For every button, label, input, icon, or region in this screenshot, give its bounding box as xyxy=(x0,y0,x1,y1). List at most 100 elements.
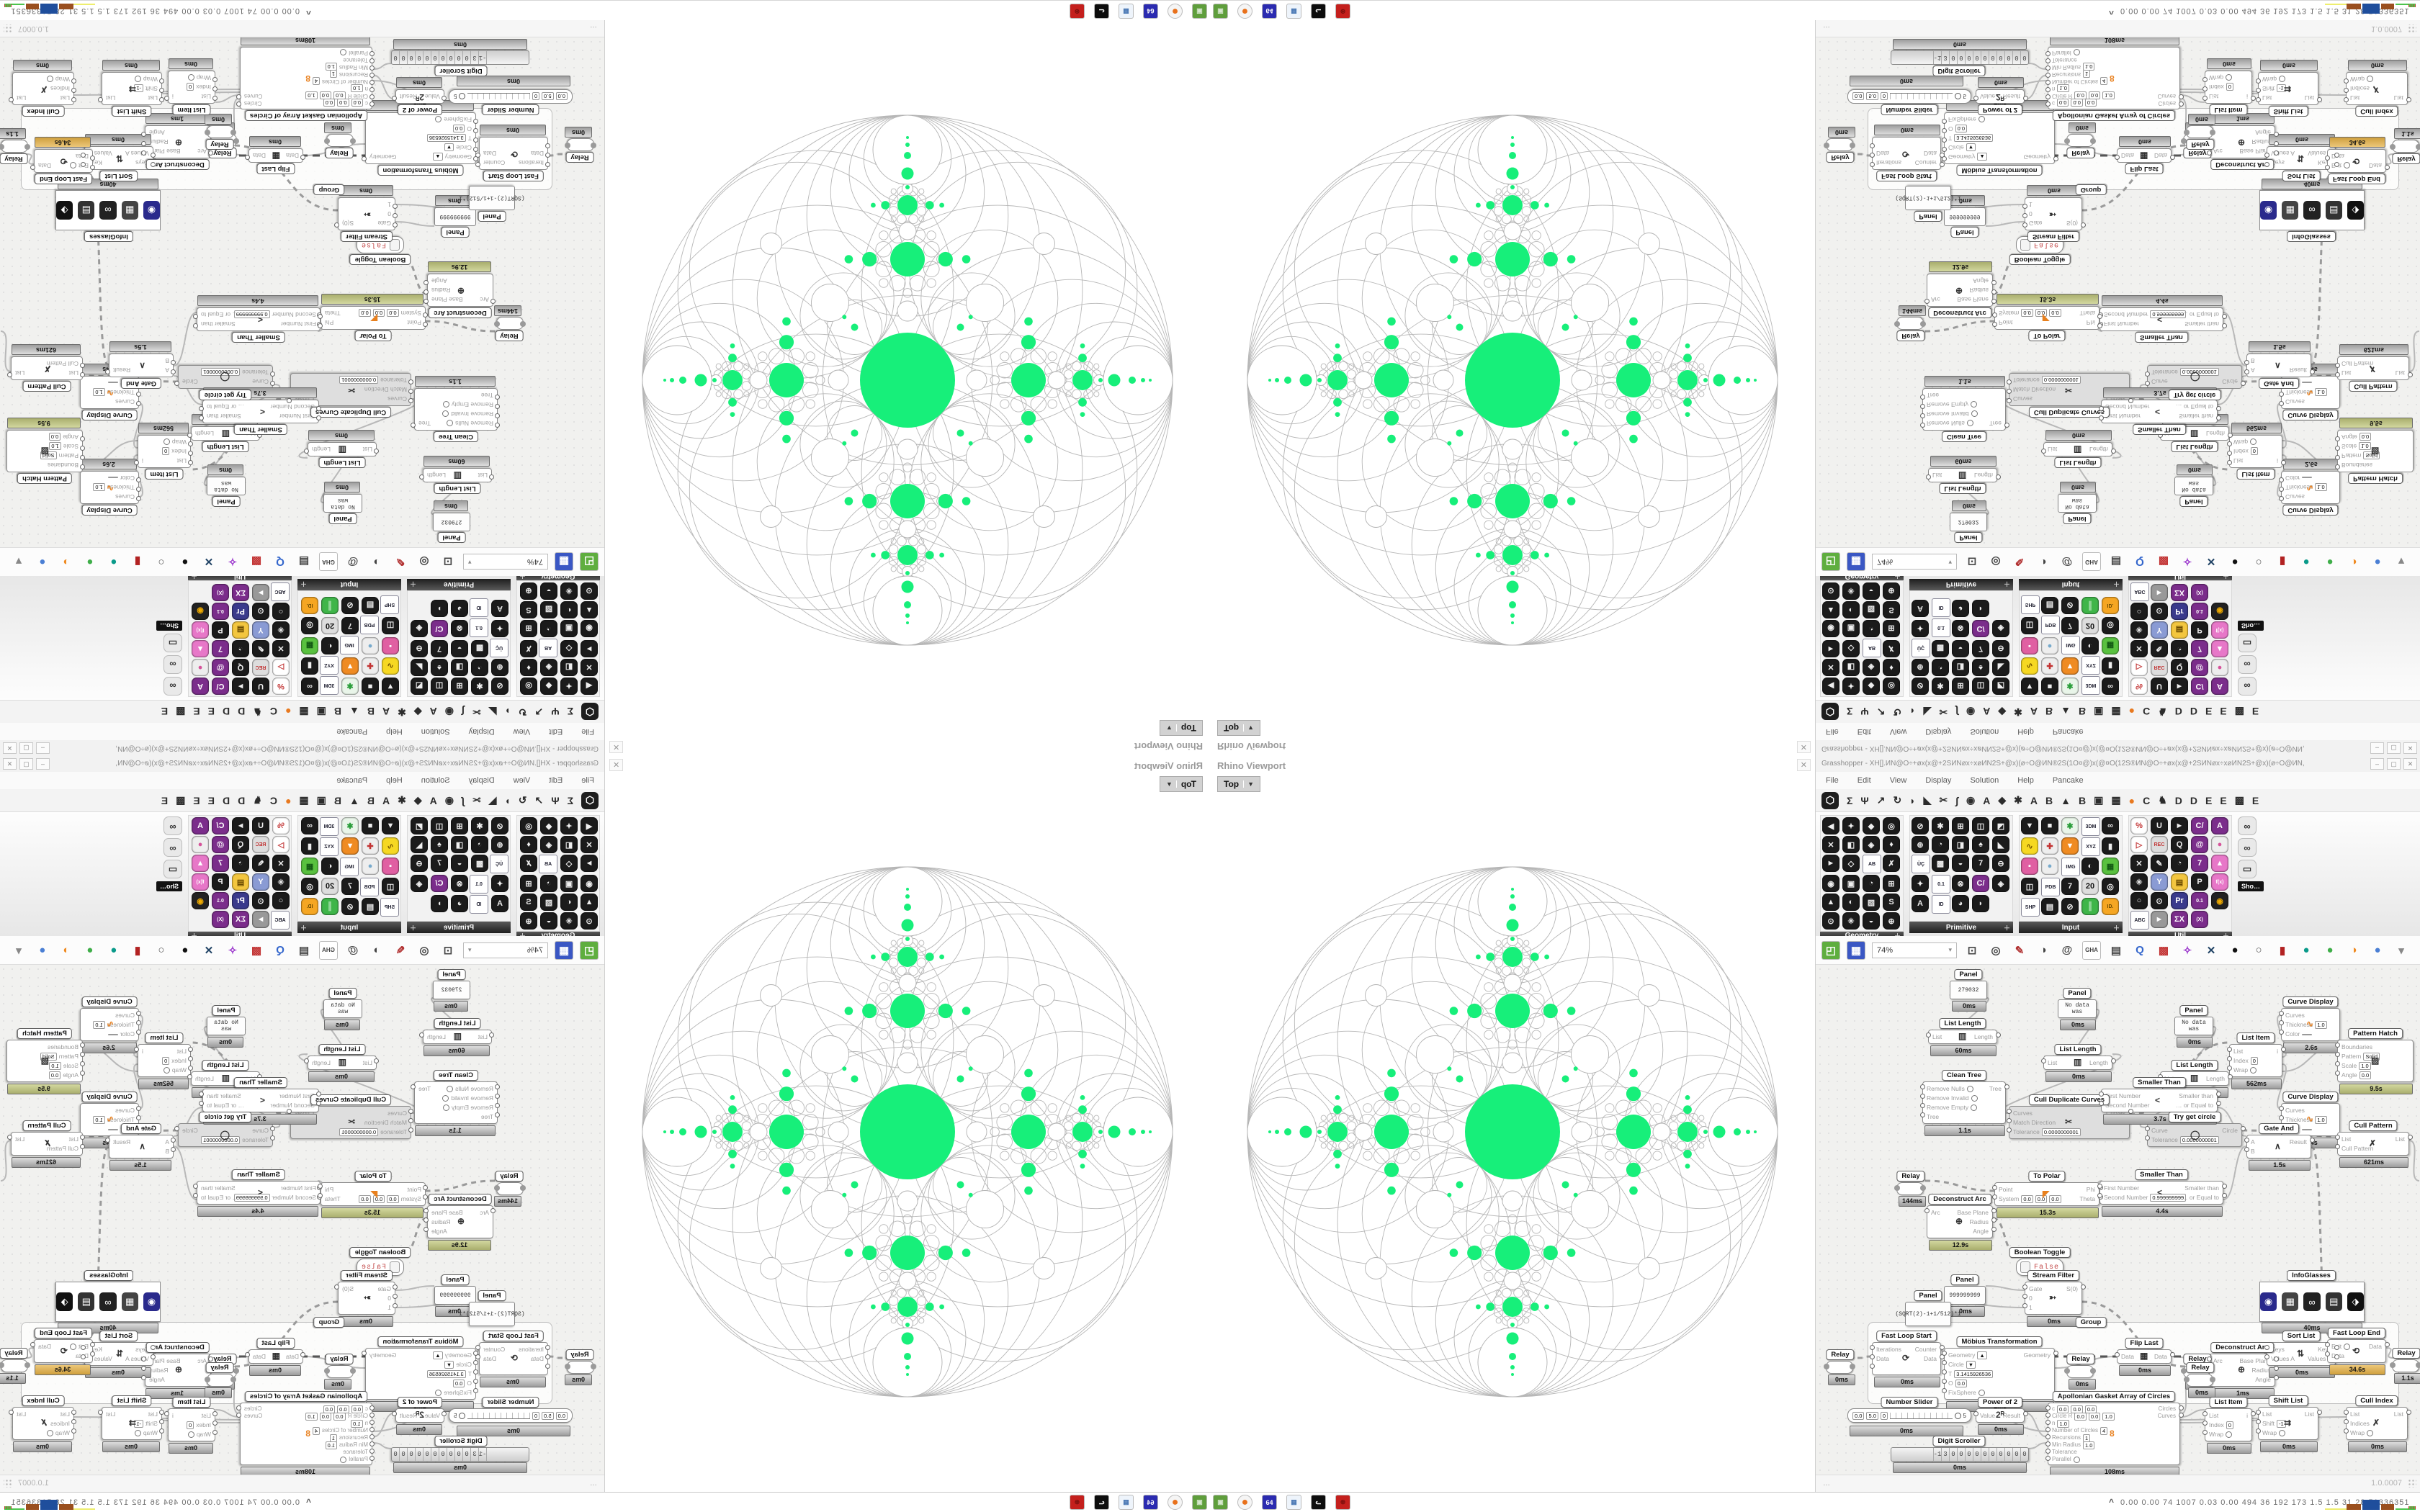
component-tab[interactable]: E xyxy=(161,794,169,806)
value-chip[interactable]: 3.1415926536 xyxy=(1954,134,1994,142)
palette-icon[interactable]: ◔ xyxy=(540,620,557,637)
toolbar-ball-teal[interactable]: ● xyxy=(2303,944,2310,956)
palette-icon[interactable]: ⊞ xyxy=(1952,817,1969,834)
toolbar-more[interactable]: ▾ xyxy=(2398,944,2404,957)
output-pin[interactable] xyxy=(2216,1101,2221,1106)
palette-icon[interactable]: ▲ xyxy=(581,601,598,618)
value-chip[interactable]: 0.0 xyxy=(2359,1071,2372,1079)
input-pin[interactable] xyxy=(188,1056,193,1061)
node-label[interactable]: Deconstruct Arc xyxy=(146,1342,210,1353)
palette-icon[interactable]: ▼ xyxy=(2061,657,2079,675)
value-chip[interactable]: 0 xyxy=(162,1057,170,1065)
toolbar-preview[interactable]: ◎ xyxy=(419,944,429,957)
palette-icon[interactable]: ▲ xyxy=(192,855,209,872)
palette-icon[interactable]: C/ xyxy=(1972,875,1989,892)
slider-chip[interactable]: 0.0 xyxy=(1852,92,1865,101)
output-pin[interactable] xyxy=(2179,102,2184,107)
palette-icon[interactable]: ◒ xyxy=(1863,912,1880,930)
gh-canvas[interactable]: Group Panel 279032 0ms List Length List Length… xyxy=(1816,965,2420,1475)
palette-icon[interactable]: ► xyxy=(232,817,249,834)
input-pin[interactable] xyxy=(80,455,85,460)
input-pin[interactable] xyxy=(408,1109,413,1114)
palette-icon[interactable]: ▲ xyxy=(2211,640,2228,657)
toggle-dot[interactable] xyxy=(2279,1430,2286,1436)
output-pin[interactable] xyxy=(199,406,204,411)
slider-handle[interactable] xyxy=(1954,93,1961,100)
toolbar-bulb[interactable]: ✧ xyxy=(228,944,238,957)
input-pin[interactable] xyxy=(423,1194,428,1200)
toolbar-split[interactable]: ◑ xyxy=(2040,556,2047,568)
node-label[interactable]: Relay xyxy=(565,1349,594,1360)
wire[interactable] xyxy=(372,63,393,70)
value-chip[interactable]: 0.0 xyxy=(2021,1195,2033,1203)
toggle-dot[interactable] xyxy=(2226,74,2233,81)
toggle-dot[interactable] xyxy=(1966,420,1973,426)
node-time-bar[interactable]: 621ms xyxy=(12,1157,81,1168)
component-body[interactable]: List Index 0 Wrap i xyxy=(2205,71,2252,104)
input-pin[interactable] xyxy=(2045,58,2051,63)
palette-icon[interactable]: ▣ xyxy=(1842,620,1860,637)
palette-expand-icon[interactable]: ＋ xyxy=(2003,580,2010,588)
output-pin[interactable] xyxy=(141,141,146,146)
palette-icon[interactable]: ✚ xyxy=(362,837,379,855)
input-pin[interactable] xyxy=(2045,73,2051,78)
output-pin[interactable] xyxy=(193,1193,198,1198)
node-label[interactable]: Deconstruct Arc xyxy=(429,307,492,318)
value-chip[interactable]: 0.0000000001 xyxy=(339,376,379,384)
palette-icon[interactable]: ⊘ xyxy=(1912,817,1929,834)
slider-chip[interactable]: 5.0 xyxy=(1866,92,1878,101)
palette-icon[interactable]: ⊞ xyxy=(520,620,537,637)
value-chip[interactable]: 0.999999999 xyxy=(233,1194,270,1202)
component-body[interactable]: List Index 0 Wrap i xyxy=(138,435,191,468)
node-label[interactable]: Shift List xyxy=(2268,1395,2308,1406)
palette-group-footer[interactable]: Input ＋ xyxy=(297,579,401,590)
palette-icon[interactable]: ○ xyxy=(2130,603,2148,620)
digit-cell[interactable]: 0 xyxy=(408,51,416,64)
component-tab[interactable]: ∫ xyxy=(461,706,465,718)
node-time-bar[interactable]: 0ms xyxy=(169,58,213,69)
palette-icon[interactable]: ◔ xyxy=(2171,640,2188,657)
output-pin[interactable] xyxy=(2241,381,2246,386)
input-pin[interactable] xyxy=(495,395,500,400)
value-chip[interactable]: 4 xyxy=(312,1426,320,1435)
toggle-dot[interactable] xyxy=(2250,1067,2257,1074)
number-slider-body[interactable]: 0.0 5.0 0 5 xyxy=(449,89,573,104)
palette-icon[interactable]: XYZ xyxy=(2081,837,2100,856)
palette-icon[interactable]: ◨ xyxy=(1952,659,1969,676)
close-button[interactable]: ✕ xyxy=(3,742,17,754)
palette-icon[interactable]: ♠ xyxy=(431,659,448,676)
output-pin[interactable] xyxy=(2228,1074,2233,1079)
palette-icon[interactable]: P xyxy=(2191,621,2208,639)
toolbar-open-file[interactable]: ◰ xyxy=(1821,552,1840,572)
palette-icon[interactable]: f(x) xyxy=(2211,621,2228,639)
palette-icon[interactable]: ID xyxy=(470,895,488,914)
palette-icon[interactable]: S xyxy=(1883,601,1900,618)
palette-icon[interactable]: ◇ xyxy=(1842,855,1860,872)
value-chip[interactable]: 3.1415926536 xyxy=(1954,1370,1994,1378)
palette-icon[interactable]: S xyxy=(520,601,537,618)
value-chip[interactable]: 0.0 xyxy=(2071,1405,2083,1413)
palette-icon[interactable]: REC xyxy=(2151,659,2168,676)
node-label[interactable]: Fast Loop End xyxy=(2328,1328,2385,1338)
palette-icon[interactable]: 7 xyxy=(2061,878,2079,895)
output-pin[interactable] xyxy=(174,1126,179,1131)
palette-icon[interactable]: ∞ xyxy=(301,678,318,695)
palette-icon[interactable]: ◈ xyxy=(411,620,428,637)
wire[interactable] xyxy=(395,221,435,227)
value-chip[interactable]: 0 xyxy=(162,447,170,455)
node-time-bar[interactable]: 562ms xyxy=(2231,1079,2282,1089)
digit-cell[interactable]: -1 xyxy=(479,1448,487,1461)
node-label[interactable]: Try get circle xyxy=(2168,390,2221,400)
wire[interactable] xyxy=(2024,1412,2048,1438)
node-label[interactable]: Smaller Than xyxy=(2135,1169,2188,1180)
palette-icon[interactable]: ● xyxy=(2211,659,2228,676)
input-pin[interactable] xyxy=(2099,406,2104,411)
toggle-dot[interactable] xyxy=(447,1086,454,1092)
value-chip[interactable]: 1.0 xyxy=(325,63,337,71)
component-body[interactable]: Boundaries Pattern Solid Scale 1.0 Angle 0.0 xyxy=(2337,1040,2414,1082)
component-body[interactable]: Arc Base Plane Radius Angle xyxy=(1927,1205,1993,1238)
input-pin[interactable] xyxy=(2279,477,2284,482)
menu-item-edit[interactable]: Edit xyxy=(1857,727,1871,736)
toolbar-ball-green[interactable]: ● xyxy=(2326,944,2334,956)
input-pin[interactable] xyxy=(80,363,85,368)
